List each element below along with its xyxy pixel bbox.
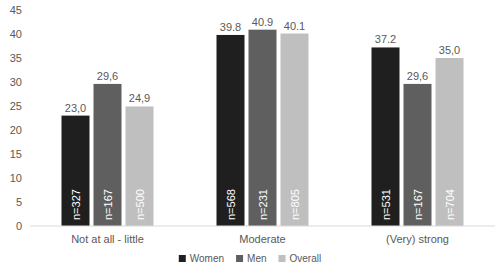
n-label: n=167 <box>412 189 424 220</box>
y-tick-label: 25 <box>10 100 22 112</box>
data-label: 40.1 <box>284 20 305 32</box>
legend-label: Women <box>190 253 224 264</box>
n-label: n=704 <box>444 189 456 220</box>
legend-swatch <box>279 255 286 262</box>
y-tick-label: 20 <box>10 124 22 136</box>
legend-swatch <box>236 255 243 262</box>
category-label: Moderate <box>239 233 285 245</box>
bars <box>62 30 464 226</box>
bar <box>217 35 245 226</box>
x-axis-line <box>30 226 495 227</box>
data-label: 23,0 <box>65 102 86 114</box>
y-tick-label: 40 <box>10 28 22 40</box>
legend-swatch <box>179 255 186 262</box>
legend: Women Men Overall <box>179 253 321 264</box>
bar <box>436 58 464 226</box>
data-label: 35,0 <box>439 44 460 56</box>
n-label: n=327 <box>70 189 82 220</box>
bar <box>62 116 90 226</box>
y-tick-label: 0 <box>16 220 22 232</box>
y-tick-label: 15 <box>10 148 22 160</box>
bar <box>281 34 309 226</box>
category-label: (Very) strong <box>386 233 449 245</box>
n-label: n=500 <box>134 189 146 220</box>
bar <box>94 84 122 226</box>
data-label: 29,6 <box>97 70 118 82</box>
legend-label: Overall <box>290 253 322 264</box>
n-label: n=167 <box>102 189 114 220</box>
n-label: n=568 <box>225 189 237 220</box>
y-tick-label: 10 <box>10 172 22 184</box>
bar <box>404 84 432 226</box>
n-label: n=805 <box>289 189 301 220</box>
chart: 0 5 10 15 20 25 30 35 40 45 23,0 n=327 39.8 n=568 37.2… <box>0 0 500 267</box>
y-tick-label: 30 <box>10 76 22 88</box>
bar <box>372 47 400 226</box>
data-label: 29,6 <box>407 70 428 82</box>
data-label: 37.2 <box>375 33 396 45</box>
n-label: n=231 <box>257 189 269 220</box>
data-label: 40.9 <box>252 16 273 28</box>
legend-label: Men <box>247 253 266 264</box>
data-label: 39.8 <box>220 21 241 33</box>
bar <box>126 106 154 226</box>
n-label: n=531 <box>380 189 392 220</box>
labels: 23,0 n=327 39.8 n=568 37.2 n=531 29,6 n=167 40.9… <box>65 16 460 220</box>
bar <box>249 30 277 226</box>
y-tick-label: 35 <box>10 52 22 64</box>
category-label: Not at all - little <box>71 233 144 245</box>
y-tick-label: 5 <box>16 196 22 208</box>
data-label: 24,9 <box>129 92 150 104</box>
y-tick-label: 45 <box>10 4 22 16</box>
